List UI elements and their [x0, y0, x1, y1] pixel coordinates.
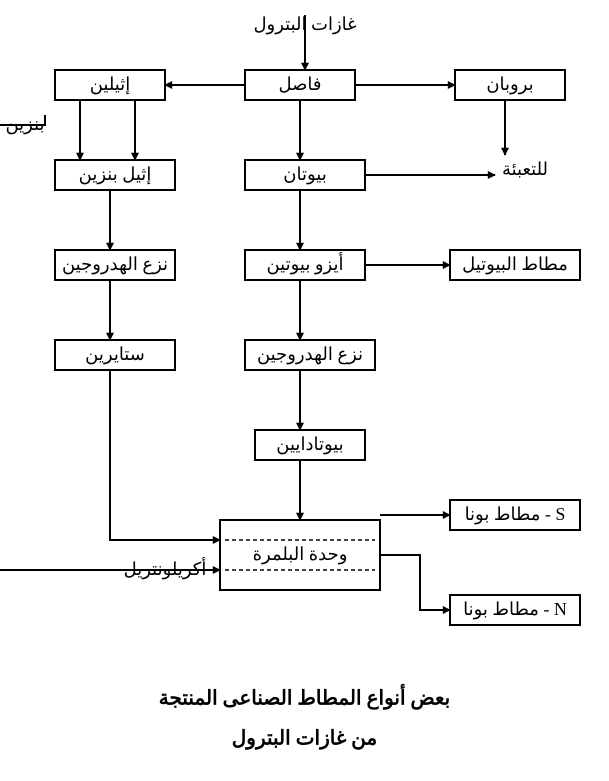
- edge-16: [110, 370, 220, 540]
- node-butyl_rubber-label: مطاط البيوتيل: [462, 254, 568, 275]
- node-butadiene-label: بيوتادايين: [276, 434, 343, 455]
- node-buna_n-label: مطاط بونا - N: [463, 599, 567, 620]
- caption-line-1: بعض أنواع المطاط الصناعى المنتجة: [159, 684, 451, 711]
- nodes-group: غازات البترول فاصل بروبان إثيلين بنزين بيوتان…: [5, 14, 580, 625]
- edge-19: [380, 555, 450, 610]
- node-ethylbenzene: إثيل بنزين: [55, 160, 175, 190]
- node-butyl_rubber: مطاط البيوتيل: [450, 250, 580, 280]
- node-buna_s-label: مطاط بونا - S: [465, 504, 566, 525]
- node-packing-label: للتعبئة: [502, 159, 548, 179]
- node-isobutene: أيزو بيوتين: [245, 250, 365, 280]
- node-title: غازات البترول: [253, 14, 356, 35]
- caption-line-2: من غازات البترول: [232, 728, 377, 751]
- node-dehydro1: نزع الهدروجين: [55, 250, 175, 280]
- node-buna_n: مطاط بونا - N: [450, 595, 580, 625]
- node-styrene-label: ستايرين: [85, 344, 145, 365]
- node-buna_s: مطاط بونا - S: [450, 500, 580, 530]
- node-dehydro1-label: نزع الهدروجين: [62, 254, 168, 275]
- node-ethylene: إثيلين: [55, 70, 165, 100]
- node-separator: فاصل: [245, 70, 355, 100]
- node-acrylo-label: أكريلونتريل: [124, 557, 207, 580]
- node-separator-label: فاصل: [278, 74, 321, 94]
- node-dehydro2-label: نزع الهدروجين: [257, 344, 363, 365]
- node-packing: للتعبئة: [502, 159, 548, 179]
- node-butane: بيوتان: [245, 160, 365, 190]
- node-propane: بروبان: [455, 70, 565, 100]
- node-dehydro2: نزع الهدروجين: [245, 340, 375, 370]
- node-poly_unit-label: وحدة البلمرة: [253, 544, 348, 565]
- node-styrene: ستايرين: [55, 340, 175, 370]
- node-butadiene: بيوتادايين: [255, 430, 365, 460]
- node-propane-label: بروبان: [486, 74, 533, 95]
- node-poly_unit: وحدة البلمرة: [220, 520, 380, 590]
- node-butane-label: بيوتان: [283, 164, 326, 185]
- node-benzene_lbl-label: بنزين: [5, 114, 44, 135]
- node-isobutene-label: أيزو بيوتين: [266, 252, 343, 275]
- flowchart-canvas: غازات البترول فاصل بروبان إثيلين بنزين بيوتان…: [0, 0, 609, 781]
- node-benzene_lbl: بنزين: [5, 114, 44, 135]
- node-title-label: غازات البترول: [253, 14, 356, 35]
- node-ethylene-label: إثيلين: [90, 74, 131, 95]
- node-acrylo: أكريلونتريل: [124, 557, 207, 580]
- node-ethylbenzene-label: إثيل بنزين: [79, 164, 152, 185]
